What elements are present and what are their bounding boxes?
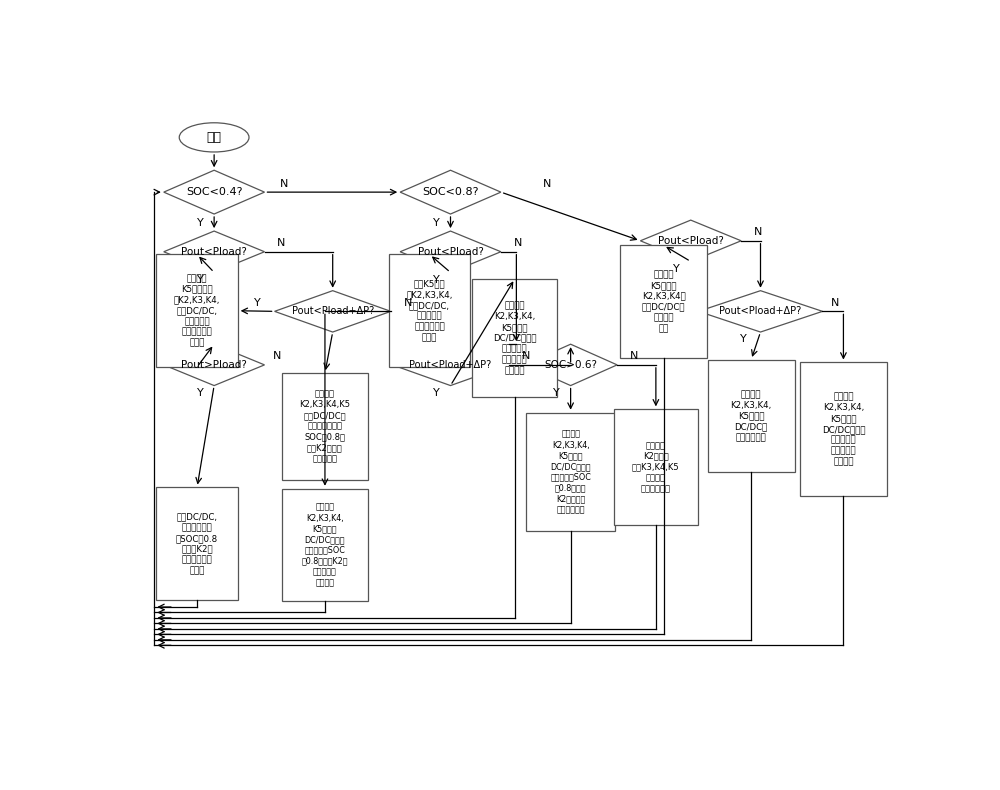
Polygon shape	[400, 231, 501, 273]
Text: Pout<Pload?: Pout<Pload?	[418, 246, 483, 257]
Bar	[282, 373, 368, 480]
Text: Y: Y	[197, 275, 204, 284]
Text: N: N	[273, 352, 281, 361]
Text: 闭合开关
K2,K3,K4,
K5，调节
DC/DC，储能
电池放电，
并适当降低
汽车车速: 闭合开关 K2,K3,K4, K5，调节 DC/DC，储能 电池放电， 并适当降…	[822, 393, 865, 466]
Text: 调节DC/DC,
储能电池充电
至SOC达0.8
后断开K2，
并适当降低汽
车车速: 调节DC/DC, 储能电池充电 至SOC达0.8 后断开K2， 并适当降低汽 车…	[176, 513, 218, 575]
Bar	[156, 487, 238, 600]
Text: SOC>0.6?: SOC>0.6?	[544, 360, 597, 370]
Bar	[472, 279, 557, 397]
Text: 闭合开关
K2,K3,K4,
K5，调节
DC/DC，储能
电池放电，
并适当提升
汽车车速: 闭合开关 K2,K3,K4, K5，调节 DC/DC，储能 电池放电， 并适当提…	[493, 301, 537, 375]
Text: Y: Y	[197, 388, 204, 398]
Polygon shape	[392, 344, 509, 386]
Text: Y: Y	[433, 217, 440, 228]
Text: 断开K5，闭
合K2,K3,K4,
调节DC/DC,
储能电池放
电，并提升汽
车车速: 断开K5，闭 合K2,K3,K4, 调节DC/DC, 储能电池放 电，并提升汽 …	[406, 280, 453, 342]
Polygon shape	[698, 291, 822, 332]
Text: 断开开关
K5，闭合开
关K2,K3,K4,
调节DC/DC,
储能电池放
电，并提升汽
车车速: 断开开关 K5，闭合开 关K2,K3,K4, 调节DC/DC, 储能电池放 电，…	[174, 274, 220, 348]
Text: SOC<0.8?: SOC<0.8?	[422, 187, 479, 198]
Bar	[614, 409, 698, 525]
Polygon shape	[164, 170, 264, 214]
Text: Pout<Pload+ΔP?: Pout<Pload+ΔP?	[719, 307, 802, 316]
Polygon shape	[640, 220, 741, 261]
Text: N: N	[543, 179, 552, 189]
Text: N: N	[404, 298, 412, 308]
Polygon shape	[400, 170, 501, 214]
Text: Y: Y	[433, 275, 440, 284]
Polygon shape	[275, 291, 391, 332]
Text: Pout<Pload?: Pout<Pload?	[658, 235, 724, 246]
Bar	[708, 359, 795, 472]
Text: Y: Y	[254, 298, 261, 308]
Polygon shape	[164, 344, 264, 386]
Text: 闭合开关
K2,K3,K4,K5
调节DC/DC，
储能电池充电至
SOC达0.8后
断开K2，并提
升汽车车速: 闭合开关 K2,K3,K4,K5 调节DC/DC， 储能电池充电至 SOC达0.…	[299, 389, 350, 463]
Bar	[156, 254, 238, 367]
Bar	[282, 489, 368, 601]
Text: 闭合开关
K2,K3,K4,
K5，调节
DC/DC，储能
电池充电至SOC
达0.8后断开
K2，并适当
降低汽车车速: 闭合开关 K2,K3,K4, K5，调节 DC/DC，储能 电池充电至SOC 达…	[550, 430, 591, 514]
Polygon shape	[524, 344, 617, 386]
Bar	[800, 363, 887, 496]
Text: SOC<0.4?: SOC<0.4?	[186, 187, 242, 198]
Text: Y: Y	[673, 264, 680, 274]
Ellipse shape	[179, 122, 249, 152]
Text: N: N	[754, 228, 762, 237]
Text: N: N	[831, 298, 839, 308]
Bar	[620, 246, 707, 358]
Text: N: N	[521, 352, 530, 361]
Text: Y: Y	[197, 217, 204, 228]
Text: 开始: 开始	[207, 131, 222, 144]
Text: Y: Y	[740, 334, 747, 344]
Text: N: N	[514, 239, 522, 248]
Text: 闭合开关
K2,K3,K4,
K5，调节
DC/DC，储能
电池充电至SOC
达0.8后断开K2，
并适当降低
汽车车速: 闭合开关 K2,K3,K4, K5，调节 DC/DC，储能 电池充电至SOC 达…	[302, 502, 348, 587]
Text: N: N	[277, 239, 286, 248]
Text: Pout<Pload+ΔP?: Pout<Pload+ΔP?	[292, 307, 374, 316]
Text: N: N	[630, 352, 638, 361]
Text: Pout<Pload?: Pout<Pload?	[181, 246, 247, 257]
Bar	[389, 254, 470, 367]
Text: Y: Y	[553, 388, 560, 398]
Text: 断开开关
K2，闭合
开关K3,K4,K5
，并适当
降低汽车车速: 断开开关 K2，闭合 开关K3,K4,K5 ，并适当 降低汽车车速	[632, 441, 680, 493]
Polygon shape	[164, 231, 264, 273]
Text: Pout>Pload?: Pout>Pload?	[181, 360, 247, 370]
Text: Pout<Pload+ΔP?: Pout<Pload+ΔP?	[409, 360, 492, 370]
Text: 闭合开关
K2,K3,K4,
K5，调节
DC/DC，
储能电池放电: 闭合开关 K2,K3,K4, K5，调节 DC/DC， 储能电池放电	[731, 390, 772, 442]
Bar	[526, 412, 615, 531]
Text: Y: Y	[433, 388, 440, 398]
Text: N: N	[280, 179, 288, 189]
Text: 断开开关
K5，闭合
K2,K3,K4，
调节DC/DC，
储能电池
放电: 断开开关 K5，闭合 K2,K3,K4， 调节DC/DC， 储能电池 放电	[642, 270, 686, 333]
